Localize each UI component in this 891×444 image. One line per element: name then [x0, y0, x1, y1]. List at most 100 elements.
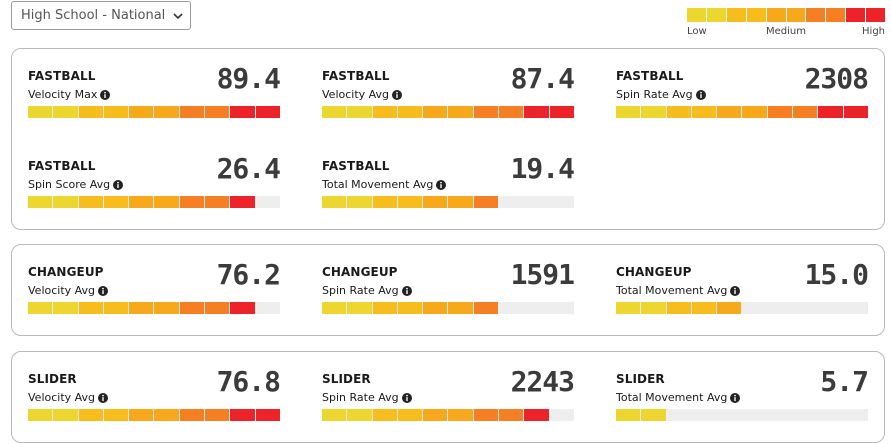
- bar-segment: [372, 409, 397, 421]
- bar-segment: [28, 106, 53, 118]
- bar-segment: [179, 196, 205, 208]
- bar-segment: [28, 196, 53, 208]
- level-select[interactable]: High School - National: [11, 1, 191, 30]
- info-icon[interactable]: [401, 285, 412, 296]
- bar-segment: [616, 106, 641, 118]
- info-icon[interactable]: [730, 392, 741, 403]
- bar-segment: [255, 409, 280, 421]
- info-icon[interactable]: [436, 179, 447, 190]
- bar-segment: [205, 302, 230, 314]
- bar-segment: [205, 196, 230, 208]
- bar-segment: [205, 106, 230, 118]
- bar-segment: [641, 106, 666, 118]
- bar-segment: [397, 106, 423, 118]
- pitch-type: CHANGEUP: [322, 265, 398, 279]
- bar-segment: [793, 106, 818, 118]
- stat-label: Total Movement Avg: [322, 178, 447, 191]
- info-icon[interactable]: [695, 89, 706, 100]
- bar-segment: [322, 196, 347, 208]
- info-icon[interactable]: [100, 89, 111, 100]
- percentile-bar: [28, 302, 280, 314]
- legend-swatch: [826, 8, 846, 22]
- bar-segment: [767, 106, 793, 118]
- info-icon[interactable]: [113, 179, 124, 190]
- bar-segment: [499, 106, 524, 118]
- bar-segment: [691, 302, 717, 314]
- bar-segment: [397, 409, 423, 421]
- stat-value: 76.8: [216, 365, 281, 398]
- bar-segment: [666, 302, 691, 314]
- bar-segment: [473, 196, 499, 208]
- stat-label: Velocity Avg: [28, 284, 109, 297]
- bar-segment: [154, 409, 179, 421]
- changeup-panel: CHANGEUP Velocity Avg 76.2 CHANGEUP Spin…: [11, 244, 885, 336]
- bar-segment: [230, 409, 255, 421]
- stat-label: Spin Score Avg: [28, 178, 124, 191]
- bar-segment: [717, 106, 742, 118]
- pitch-type: FASTBALL: [322, 159, 390, 173]
- bar-segment: [28, 409, 53, 421]
- stat-value: 76.2: [216, 258, 281, 291]
- stat-value: 2308: [804, 62, 869, 95]
- bar-segment: [372, 196, 397, 208]
- bar-segment: [103, 106, 129, 118]
- pitch-type: SLIDER: [28, 372, 77, 386]
- bar-segment: [154, 106, 179, 118]
- stat-label: Total Movement Avg: [616, 391, 741, 404]
- bar-segment: [154, 302, 179, 314]
- bar-segment: [230, 106, 255, 118]
- info-icon[interactable]: [98, 285, 109, 296]
- percentile-legend: Low Medium High: [687, 8, 886, 40]
- percentile-bar: [28, 409, 280, 421]
- bar-segment: [179, 409, 205, 421]
- bar-segment: [53, 409, 78, 421]
- pitch-type: FASTBALL: [28, 69, 96, 83]
- info-icon[interactable]: [392, 89, 403, 100]
- pitch-type: CHANGEUP: [28, 265, 104, 279]
- legend-medium-label: Medium: [766, 26, 806, 37]
- stat-value: 5.7: [820, 365, 869, 398]
- bar-segment: [347, 302, 372, 314]
- legend-labels: Low Medium High: [687, 26, 885, 40]
- bar-segment: [372, 106, 397, 118]
- legend-swatch: [687, 8, 706, 22]
- bar-segment: [742, 106, 767, 118]
- legend-swatch: [766, 8, 786, 22]
- bar-segment: [666, 106, 691, 118]
- info-icon[interactable]: [401, 392, 412, 403]
- bar-segment: [347, 196, 372, 208]
- legend-swatch: [866, 8, 886, 22]
- bar-segment: [53, 106, 78, 118]
- bar-segment: [448, 196, 473, 208]
- bar-segment: [397, 302, 423, 314]
- bar-segment: [179, 302, 205, 314]
- bar-segment: [53, 302, 78, 314]
- stat-value: 89.4: [216, 62, 281, 95]
- legend-swatch: [786, 8, 806, 22]
- bar-segment: [28, 302, 53, 314]
- bar-segment: [78, 106, 103, 118]
- legend-swatch: [706, 8, 726, 22]
- bar-segment: [473, 409, 499, 421]
- percentile-bar: [616, 409, 868, 421]
- bar-segment: [423, 106, 448, 118]
- info-icon[interactable]: [730, 285, 741, 296]
- bar-segment: [78, 196, 103, 208]
- bar-segment: [448, 409, 473, 421]
- bar-segment: [53, 196, 78, 208]
- legend-swatch: [726, 8, 746, 22]
- bar-segment: [129, 196, 154, 208]
- bar-segment: [230, 302, 255, 314]
- bar-segment: [322, 302, 347, 314]
- stat-value: 26.4: [216, 152, 281, 185]
- stat-label: Velocity Max: [28, 88, 111, 101]
- bar-segment: [103, 196, 129, 208]
- bar-segment: [616, 409, 641, 421]
- bar-segment: [322, 409, 347, 421]
- percentile-bar: [616, 302, 868, 314]
- stat-value: 19.4: [510, 152, 575, 185]
- bar-segment: [524, 106, 549, 118]
- percentile-bar: [28, 196, 280, 208]
- info-icon[interactable]: [98, 392, 109, 403]
- bar-segment: [255, 106, 280, 118]
